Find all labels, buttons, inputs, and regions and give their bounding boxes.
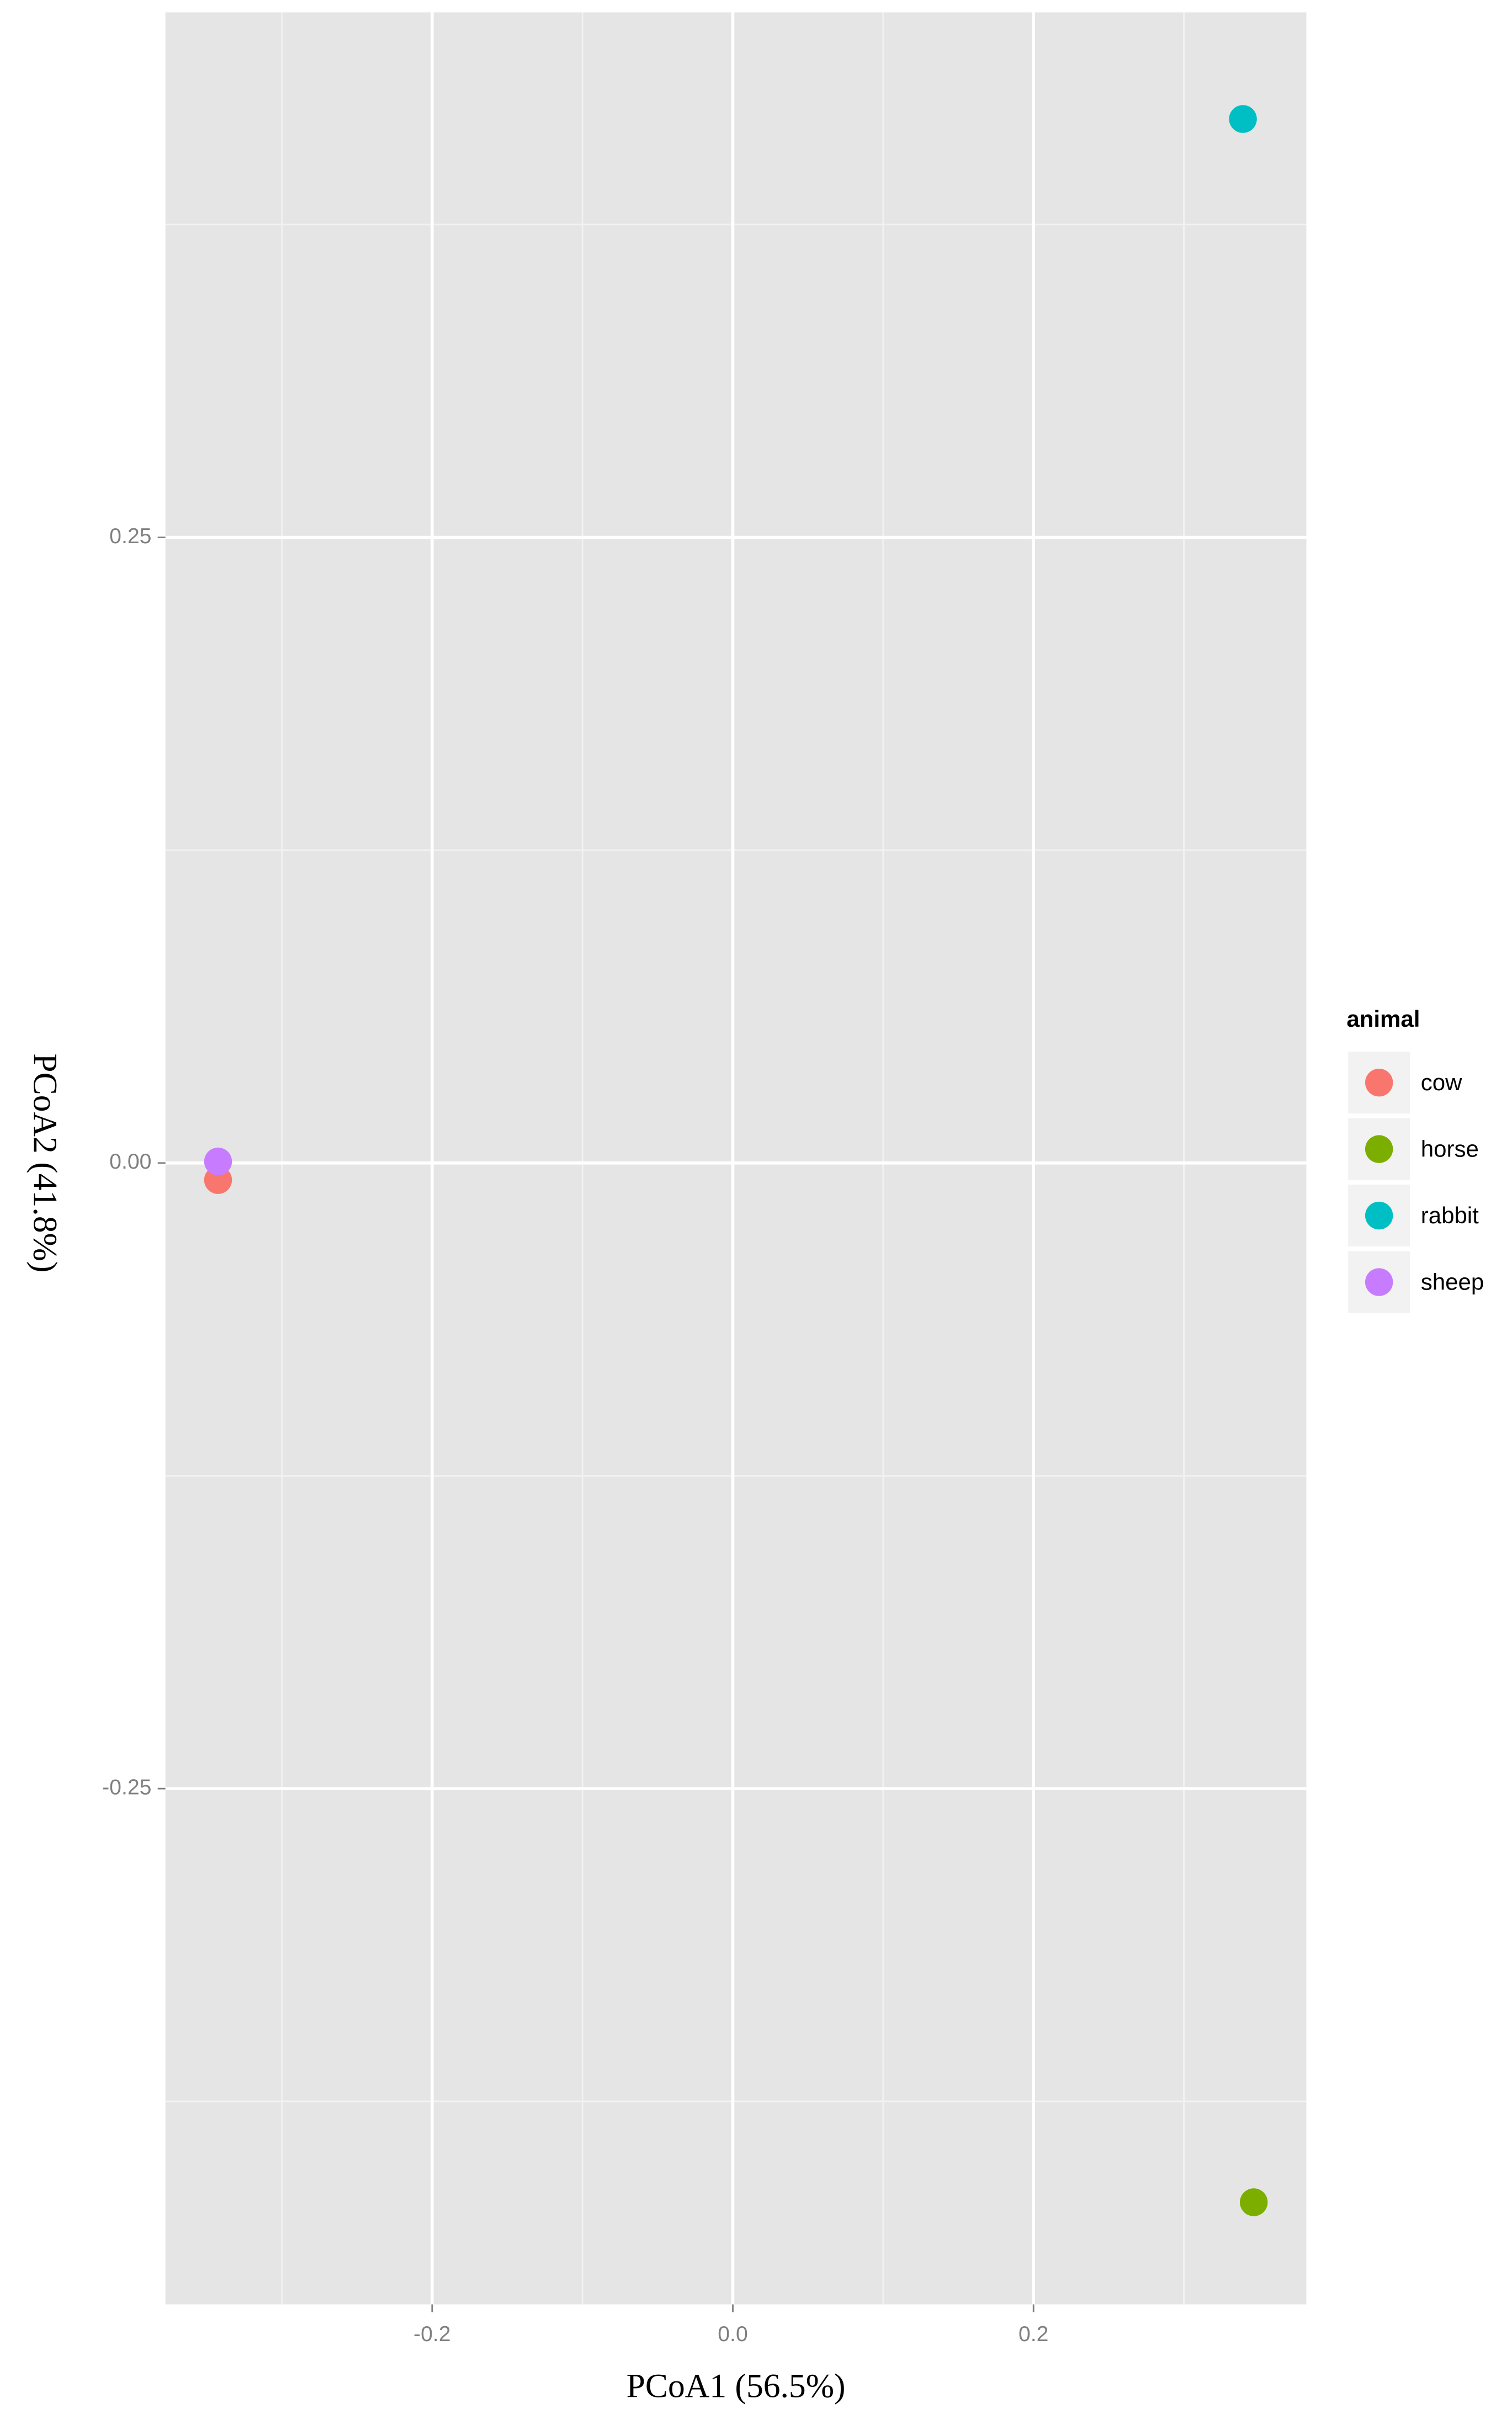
legend-label: rabbit [1421, 1202, 1479, 1228]
point [1229, 105, 1257, 133]
x-axis-title: PCoA1 (56.5%) [627, 2368, 846, 2405]
legend-marker [1365, 1135, 1393, 1163]
point [1239, 2188, 1268, 2216]
legend-label: sheep [1421, 1269, 1484, 1294]
x-tick-label: 0.2 [1018, 2322, 1048, 2346]
legend-label: horse [1421, 1136, 1479, 1162]
point [204, 1147, 232, 1176]
legend-label: cow [1421, 1069, 1462, 1095]
legend-marker [1365, 1068, 1393, 1097]
y-tick-label: 0.00 [109, 1150, 151, 1174]
panel [165, 12, 1307, 2305]
y-axis-title: PCoA2 (41.8%) [26, 1053, 64, 1272]
legend-marker [1365, 1268, 1393, 1296]
legend-title: animal [1346, 1006, 1420, 1032]
y-tick-label: -0.25 [102, 1776, 151, 1800]
points [204, 105, 1268, 2216]
x-tick-label: -0.2 [413, 2322, 451, 2346]
legend: cow horse rabbit sheep [1348, 1052, 1484, 1313]
x-tick-label: 0.0 [718, 2322, 747, 2346]
y-tick-label: 0.25 [109, 524, 151, 548]
grid [165, 12, 1307, 2305]
legend-marker [1365, 1201, 1393, 1230]
